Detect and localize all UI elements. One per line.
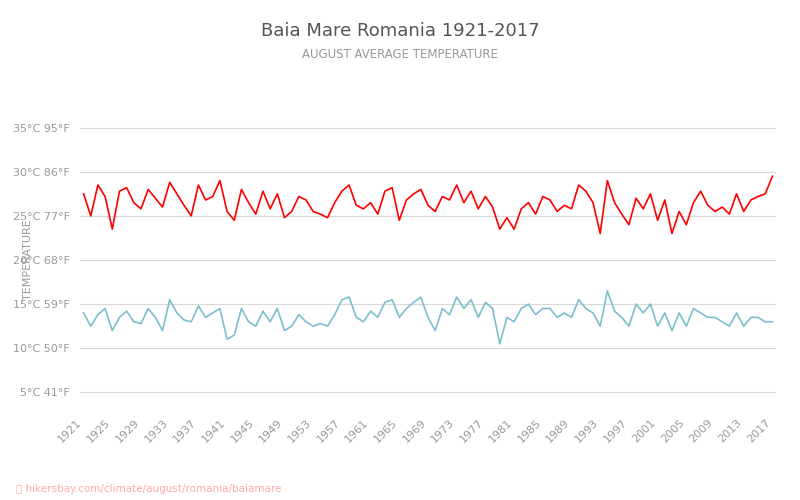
Text: AUGUST AVERAGE TEMPERATURE: AUGUST AVERAGE TEMPERATURE xyxy=(302,48,498,60)
Text: TEMPERATURE: TEMPERATURE xyxy=(22,220,33,300)
Text: 📍 hikersbay.com/climate/august/romania/baiamare: 📍 hikersbay.com/climate/august/romania/b… xyxy=(16,484,282,494)
Text: Baia Mare Romania 1921-2017: Baia Mare Romania 1921-2017 xyxy=(261,22,539,40)
